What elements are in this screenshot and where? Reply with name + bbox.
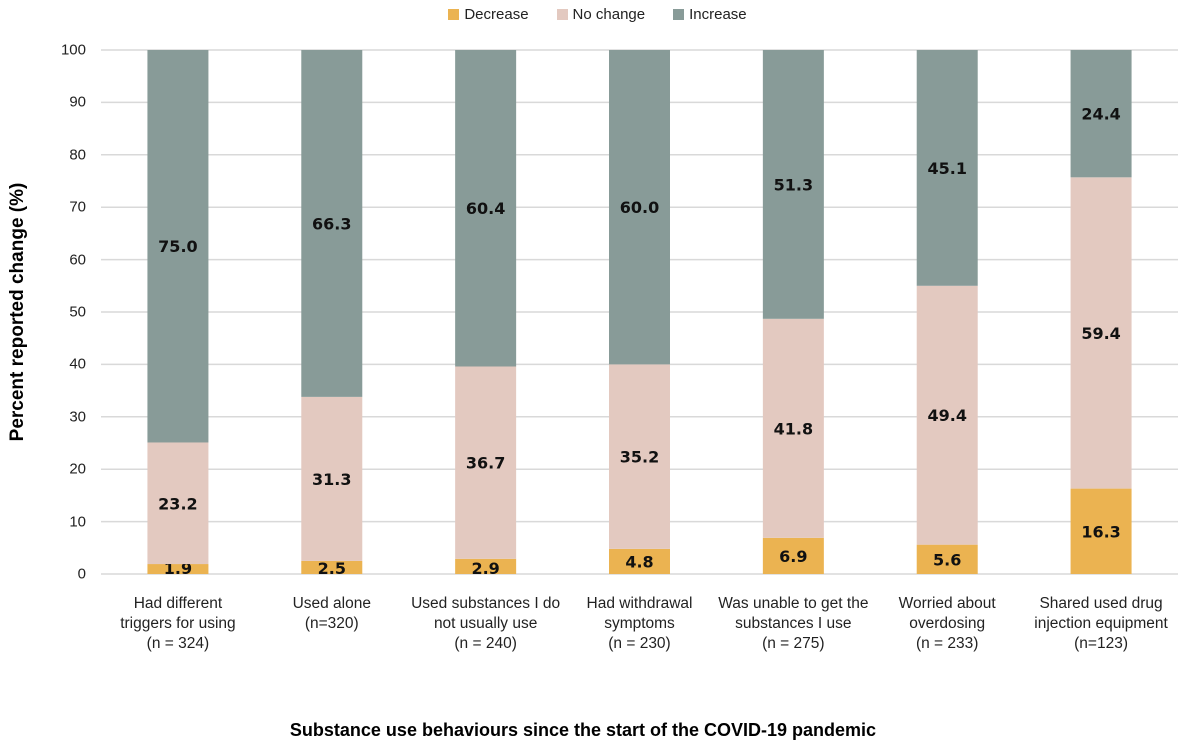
x-tick-label: Shared used drug injection equipment (n=12… [1016, 594, 1186, 654]
x-tick-label-line: Worried about [898, 595, 996, 612]
x-tick-label-line: not usually use [433, 615, 538, 632]
x-tick-label-line: Had withdrawal [586, 595, 693, 612]
x-tick-label: Had different triggers for using (n = 324) [93, 594, 263, 654]
data-label: 5.6 [933, 550, 961, 569]
y-tick-label: 80 [69, 146, 86, 164]
x-tick-label-line: Had different [133, 595, 223, 612]
data-label: 51.3 [774, 175, 813, 194]
x-tick-label-line: Used alone [292, 595, 371, 612]
data-label: 23.2 [158, 494, 197, 513]
bar-segment-no-change [609, 364, 670, 549]
y-tick-label: 60 [69, 251, 86, 269]
bar-segment-increase [762, 50, 824, 319]
x-tick-label-line: (n = 275) [762, 635, 825, 652]
x-tick-label-line: Used substances I do [411, 595, 561, 612]
bar-segment-increase [1070, 50, 1132, 178]
bar-segment-decrease [455, 558, 517, 574]
x-tick-label-line: (n = 324) [146, 635, 210, 652]
y-tick-label: 70 [69, 198, 86, 216]
bar-segment-increase [609, 50, 670, 365]
bar-segment-no-change [1070, 177, 1132, 489]
x-tick-label: Worried about overdosing (n = 233) [862, 594, 1032, 654]
data-label: 66.3 [312, 214, 351, 233]
data-label: 16.3 [1081, 522, 1120, 541]
bar-segment-decrease [762, 537, 824, 574]
x-tick-label-line: Was unable to get the [718, 595, 869, 612]
bar-segment-decrease [301, 560, 363, 574]
x-tick-label-line: (n=123) [1074, 635, 1128, 652]
y-tick-label: 50 [69, 303, 86, 321]
y-tick-label: 20 [69, 460, 86, 478]
bar-segment-decrease [609, 548, 670, 574]
y-tick-label: 10 [69, 513, 86, 531]
y-tick-label: 0 [77, 565, 86, 583]
legend-label: Decrease [464, 6, 529, 23]
legend-swatch [556, 9, 568, 20]
x-tick-label: Was unable to get the substances I use (n … [708, 594, 878, 654]
legend-item: Increase [673, 6, 747, 23]
legend-swatch [673, 9, 685, 20]
data-label: 45.1 [927, 159, 966, 178]
x-tick-label-line: symptoms [604, 615, 675, 632]
bar-segment-decrease [916, 544, 978, 574]
bar-segment-decrease [147, 564, 209, 574]
x-tick-label-line: (n = 230) [608, 635, 671, 652]
legend-swatch [448, 9, 460, 20]
data-label: 2.9 [471, 559, 499, 578]
x-tick-label-line: triggers for using [120, 615, 236, 632]
data-label: 36.7 [466, 454, 505, 473]
data-label: 59.4 [1081, 324, 1120, 343]
x-tick-label-line: (n=320) [304, 615, 359, 632]
y-tick-label: 30 [69, 408, 86, 426]
data-label: 24.4 [1081, 105, 1120, 124]
y-tick-label: 40 [69, 355, 86, 373]
y-tick-label: 90 [69, 93, 86, 111]
legend-label: No change [572, 6, 646, 23]
x-tick-label-line: Shared used drug [1039, 595, 1163, 612]
y-tick-label: 100 [60, 41, 86, 59]
x-tick-label-line: (n = 240) [454, 635, 517, 652]
x-tick-label-line: injection equipment [1034, 615, 1168, 632]
x-tick-label: Had withdrawal symptoms (n = 230) [555, 594, 725, 654]
x-tick-label-line: (n = 233) [915, 635, 979, 652]
data-label: 6.9 [779, 547, 807, 566]
x-tick-label-line: overdosing [909, 615, 986, 632]
x-tick-label: Used substances I do not usually use (n = … [401, 594, 571, 654]
legend-label: Increase [689, 6, 747, 23]
legend-item: No change [556, 6, 646, 23]
data-label: 41.8 [774, 419, 813, 438]
bar-segment-decrease [1070, 488, 1132, 574]
data-label: 4.8 [625, 552, 653, 571]
data-label: 35.2 [620, 448, 659, 467]
x-axis-title: Substance use behaviours since the start… [289, 720, 877, 740]
data-label: 31.3 [312, 470, 351, 489]
data-label: 60.0 [620, 198, 659, 217]
x-tick-label-line: substances I use [735, 615, 852, 632]
data-label: 75.0 [158, 237, 197, 256]
data-label: 49.4 [927, 406, 966, 425]
bar-segment-increase [301, 50, 363, 397]
bar-segment-increase [455, 50, 517, 367]
bar-segment-no-change [147, 442, 209, 565]
bar-segment-increase [147, 50, 209, 443]
bar-segment-no-change [916, 285, 978, 545]
bar-segment-no-change [762, 318, 824, 538]
x-tick-label: Used alone (n=320) [247, 594, 417, 634]
data-label: 2.5 [318, 559, 346, 578]
bar-segment-no-change [455, 366, 517, 559]
data-label: 60.4 [466, 199, 505, 218]
bar-segment-increase [916, 50, 978, 286]
legend-item: Decrease [448, 6, 529, 23]
bar-segment-no-change [301, 396, 363, 561]
legend: Decrease No change Increase [0, 6, 1195, 23]
